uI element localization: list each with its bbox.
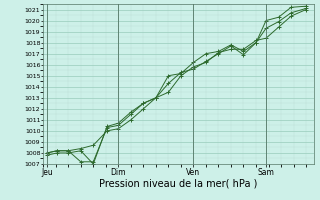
X-axis label: Pression niveau de la mer( hPa ): Pression niveau de la mer( hPa ) [99,179,258,189]
